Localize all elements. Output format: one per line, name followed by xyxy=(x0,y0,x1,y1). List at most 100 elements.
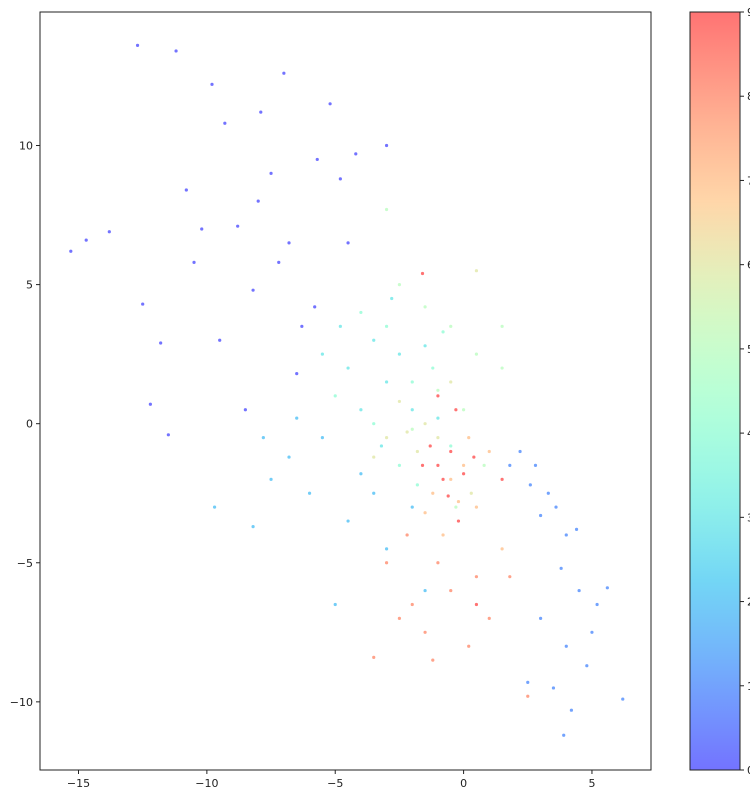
data-point xyxy=(277,260,281,264)
data-point xyxy=(390,296,394,301)
data-point xyxy=(397,352,402,356)
data-point xyxy=(359,310,363,315)
data-point xyxy=(320,435,324,440)
data-point xyxy=(449,324,453,328)
data-point xyxy=(446,494,450,498)
data-point xyxy=(415,449,419,454)
data-point xyxy=(410,427,414,431)
data-point xyxy=(569,708,574,712)
data-point xyxy=(141,302,145,306)
data-point xyxy=(295,372,299,376)
data-point xyxy=(487,616,491,621)
data-point xyxy=(223,121,227,125)
data-point xyxy=(410,380,414,384)
data-point xyxy=(526,694,530,698)
colorbar-tick-label: 2 xyxy=(747,596,750,609)
data-point xyxy=(574,527,579,531)
data-point xyxy=(397,283,402,287)
data-point xyxy=(320,352,324,356)
colorbar-tick-label: 3 xyxy=(747,511,750,524)
data-point xyxy=(456,499,461,504)
data-point xyxy=(338,324,342,328)
points-layer xyxy=(69,43,625,737)
data-point xyxy=(469,491,473,495)
x-tick-label: −15 xyxy=(67,777,90,790)
x-tick-label: 5 xyxy=(588,777,595,790)
data-point xyxy=(259,110,263,114)
data-point xyxy=(256,199,260,203)
data-point xyxy=(410,602,414,607)
data-point xyxy=(69,249,73,253)
data-point xyxy=(526,680,530,684)
data-point xyxy=(287,455,291,459)
data-point xyxy=(500,547,504,551)
data-point xyxy=(282,71,286,75)
data-point xyxy=(359,472,363,476)
data-point xyxy=(449,380,453,384)
colorbar xyxy=(689,11,741,771)
data-point xyxy=(467,435,471,440)
colorbar-tick-label: 5 xyxy=(747,343,750,356)
data-point xyxy=(474,269,479,273)
y-axis: −10 −5 0 5 10 xyxy=(10,140,40,709)
data-point xyxy=(564,533,568,537)
data-point xyxy=(423,344,427,348)
data-point xyxy=(621,697,625,701)
data-point xyxy=(456,519,461,523)
data-point xyxy=(500,366,504,370)
data-point xyxy=(449,588,453,593)
data-point xyxy=(420,271,425,276)
data-point xyxy=(461,472,466,476)
data-point xyxy=(461,408,466,412)
x-tick-label: −5 xyxy=(327,777,343,790)
data-point xyxy=(346,241,350,245)
data-point xyxy=(397,616,402,621)
data-point xyxy=(482,463,486,468)
data-point xyxy=(236,224,240,228)
data-point xyxy=(431,366,435,370)
data-point xyxy=(338,177,342,181)
colorbar-tick-label: 0 xyxy=(747,764,750,777)
data-point xyxy=(328,102,332,106)
data-point xyxy=(346,519,350,523)
data-point xyxy=(577,588,581,593)
data-point xyxy=(441,330,445,334)
data-point xyxy=(454,505,458,509)
data-point xyxy=(200,227,204,231)
data-point xyxy=(449,444,453,448)
colorbar-tick-label: 8 xyxy=(747,90,750,103)
y-tick-label: 0 xyxy=(26,418,33,431)
data-point xyxy=(410,408,414,412)
data-point xyxy=(384,207,389,212)
x-tick-label: 0 xyxy=(460,777,467,790)
data-point xyxy=(397,399,402,404)
data-point xyxy=(539,513,543,518)
data-point xyxy=(423,422,427,426)
data-point xyxy=(210,82,214,86)
data-point xyxy=(533,463,538,468)
data-point xyxy=(559,566,563,570)
data-point xyxy=(551,686,556,690)
data-point xyxy=(585,664,589,668)
data-point xyxy=(372,422,376,426)
data-point xyxy=(295,416,299,420)
data-point xyxy=(159,341,163,345)
data-point xyxy=(423,630,427,634)
data-point xyxy=(423,588,427,593)
y-tick-label: 10 xyxy=(19,140,33,153)
data-point xyxy=(300,324,304,328)
data-point xyxy=(564,644,568,648)
data-point xyxy=(474,602,479,607)
data-point xyxy=(436,416,440,420)
data-point xyxy=(474,575,479,579)
data-point xyxy=(518,449,522,454)
data-point xyxy=(562,733,566,737)
data-point xyxy=(595,602,599,607)
data-point xyxy=(107,230,111,234)
data-point xyxy=(487,449,491,454)
data-point xyxy=(84,238,88,242)
data-point xyxy=(384,380,389,384)
data-point xyxy=(415,483,419,487)
x-axis: −15 −10 −5 0 5 xyxy=(67,770,595,790)
